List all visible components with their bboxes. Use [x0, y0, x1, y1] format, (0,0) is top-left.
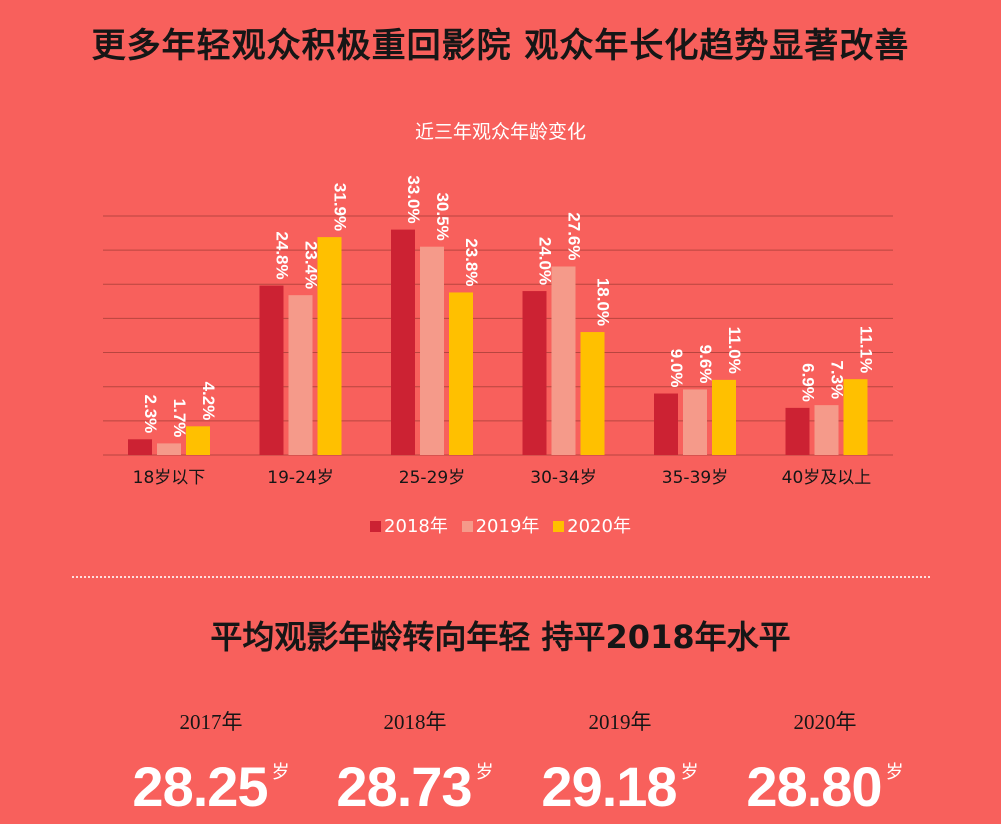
bar	[391, 229, 415, 455]
stat-2020: 2020年 28.80 岁	[705, 706, 945, 819]
data-label: 31.9%	[331, 183, 350, 231]
data-label: 24.0%	[536, 237, 555, 285]
stat-unit: 岁	[680, 762, 699, 783]
legend-label-2018: 2018年	[384, 516, 448, 537]
stat-year: 2020年	[793, 710, 857, 734]
legend-item-2020: 2020年	[553, 512, 631, 538]
legend-label-2020: 2020年	[567, 516, 631, 537]
stat-unit: 岁	[885, 762, 904, 783]
x-tick-label: 18岁以下	[133, 468, 206, 488]
stat-value: 28.25 岁	[91, 754, 331, 819]
bar	[551, 266, 576, 455]
stat-unit: 岁	[271, 762, 290, 783]
x-tick-label: 40岁及以上	[782, 468, 872, 488]
legend-swatch-2019	[461, 521, 473, 532]
data-label: 9.6%	[696, 345, 715, 384]
bar	[843, 379, 868, 455]
bar	[288, 295, 313, 455]
stat-year: 2018年	[383, 710, 447, 734]
bar	[259, 285, 284, 455]
stat-number: 29.18	[541, 755, 677, 818]
x-tick-label: 35-39岁	[662, 468, 728, 488]
bar	[317, 237, 342, 455]
data-label: 33.0%	[404, 175, 423, 223]
bar	[522, 291, 547, 455]
section-divider	[72, 576, 930, 578]
bar	[420, 246, 444, 455]
stat-year: 2017年	[179, 710, 243, 734]
data-label: 2.3%	[141, 395, 160, 434]
legend-item-2018: 2018年	[370, 512, 448, 538]
data-label: 30.5%	[433, 192, 452, 240]
stat-number: 28.73	[336, 755, 472, 818]
x-tick-label: 30-34岁	[530, 468, 596, 488]
data-label: 23.4%	[302, 241, 321, 289]
data-label: 27.6%	[565, 212, 584, 260]
bar	[186, 426, 210, 455]
data-label: 18.0%	[594, 278, 613, 326]
bar	[814, 405, 839, 455]
legend-swatch-2018	[370, 521, 382, 532]
stat-number: 28.80	[746, 755, 882, 818]
stat-2017: 2017年 28.25 岁	[91, 706, 331, 819]
stat-value: 28.80 岁	[705, 754, 945, 819]
data-label: 11.0%	[725, 327, 744, 374]
x-tick-label: 25-29岁	[399, 468, 465, 488]
data-label: 7.3%	[828, 360, 847, 399]
data-label: 23.8%	[462, 238, 481, 286]
chart-legend: 2018年 2019年 2020年	[0, 512, 1001, 538]
legend-item-2019: 2019年	[461, 512, 540, 538]
bar	[654, 393, 678, 455]
bar	[157, 443, 181, 455]
bar	[683, 389, 707, 455]
data-label: 1.7%	[170, 399, 189, 438]
chart-title: 近三年观众年龄变化	[414, 121, 586, 143]
data-label: 4.2%	[199, 382, 218, 421]
stat-year: 2019年	[588, 710, 652, 734]
section-title: 平均观影年龄转向年轻 持平2018年水平	[210, 618, 791, 656]
data-label: 6.9%	[799, 363, 818, 402]
stat-value: 29.18 岁	[500, 754, 740, 819]
page-title: 更多年轻观众积极重回影院 观众年长化趋势显著改善	[91, 26, 910, 66]
bar	[449, 292, 473, 455]
x-tick-label: 19-24岁	[267, 468, 333, 488]
stat-unit: 岁	[475, 762, 494, 783]
legend-label-2019: 2019年	[475, 516, 540, 537]
stat-number: 28.25	[132, 755, 268, 818]
legend-swatch-2020	[553, 521, 565, 532]
data-label: 24.8%	[273, 231, 292, 279]
data-label: 9.0%	[667, 349, 686, 388]
stat-2019: 2019年 29.18 岁	[500, 706, 740, 819]
stat-2018: 2018年 28.73 岁	[295, 706, 535, 819]
bar	[785, 407, 810, 455]
data-label: 11.1%	[857, 326, 876, 373]
age-bar-chart: 2.3% 1.7% 4.2% 18岁以下 24.8% 23.4% 31.9% 19-24岁 33…	[103, 175, 893, 488]
stat-value: 28.73 岁	[295, 754, 535, 819]
bar	[128, 439, 152, 455]
bar	[580, 332, 605, 455]
bar	[712, 379, 736, 455]
